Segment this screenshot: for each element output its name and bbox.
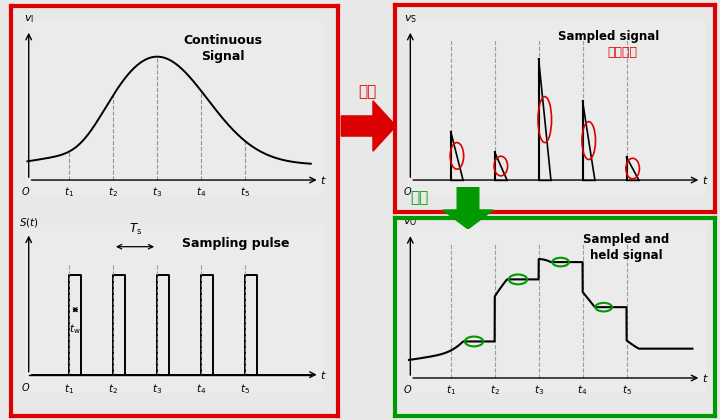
Text: Continuous
Signal: Continuous Signal: [184, 34, 262, 63]
Text: $t_5$: $t_5$: [240, 185, 250, 199]
Text: $O$: $O$: [22, 185, 31, 197]
Text: $O$: $O$: [403, 383, 413, 395]
Text: $t_2$: $t_2$: [490, 383, 500, 396]
Text: $t_4$: $t_4$: [196, 382, 206, 396]
Text: $t_1$: $t_1$: [64, 382, 74, 396]
Text: $S(t)$: $S(t)$: [19, 216, 39, 229]
Text: $t$: $t$: [320, 369, 327, 381]
Text: $t$: $t$: [320, 174, 327, 186]
Text: $t$: $t$: [702, 174, 708, 186]
Text: $v_{\mathrm{I}}$: $v_{\mathrm{I}}$: [24, 13, 34, 25]
Text: $t$: $t$: [702, 372, 708, 384]
Text: $t_1$: $t_1$: [446, 383, 456, 396]
Text: 采样: 采样: [358, 84, 377, 99]
Text: 保持: 保持: [410, 190, 428, 205]
Text: Sampled signal: Sampled signal: [558, 30, 660, 43]
Text: $O$: $O$: [22, 381, 31, 393]
Polygon shape: [443, 187, 493, 229]
Text: $t_3$: $t_3$: [534, 383, 544, 396]
Text: $v_{\mathrm{O}}$: $v_{\mathrm{O}}$: [403, 217, 418, 228]
Text: $t_4$: $t_4$: [577, 383, 588, 396]
Text: $t_3$: $t_3$: [152, 382, 162, 396]
Text: $t_5$: $t_5$: [240, 382, 250, 396]
Text: Sampling pulse: Sampling pulse: [182, 237, 290, 250]
Text: $t_5$: $t_5$: [621, 383, 631, 396]
Text: 样值脉冲: 样值脉冲: [607, 47, 637, 60]
Text: $t_1$: $t_1$: [64, 185, 74, 199]
Text: $t_{\mathrm{w}}$: $t_{\mathrm{w}}$: [69, 323, 81, 336]
Text: Sampled and
held signal: Sampled and held signal: [583, 233, 670, 262]
Text: $v_{\mathrm{S}}$: $v_{\mathrm{S}}$: [404, 13, 417, 25]
Polygon shape: [341, 101, 396, 151]
Text: $T_{\mathrm{s}}$: $T_{\mathrm{s}}$: [128, 222, 142, 237]
Text: $t_2$: $t_2$: [108, 185, 118, 199]
Text: $t_3$: $t_3$: [152, 185, 162, 199]
Text: $t_2$: $t_2$: [108, 382, 118, 396]
Text: $t_4$: $t_4$: [196, 185, 206, 199]
Text: $O$: $O$: [403, 185, 413, 197]
